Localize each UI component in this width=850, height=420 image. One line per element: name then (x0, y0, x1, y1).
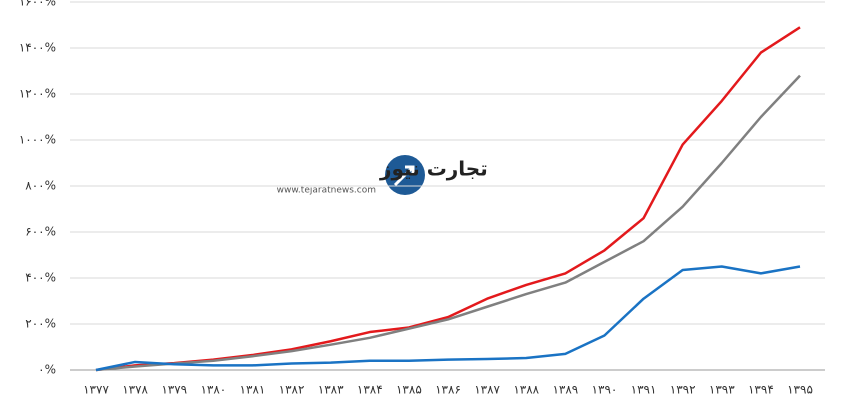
y-tick-label: ۱۴۰۰% (19, 41, 56, 55)
series-line (95, 74, 801, 372)
x-tick-label: ۱۳۹۱ (631, 383, 657, 397)
x-tick-label: ۱۳۹۴ (748, 383, 774, 397)
x-tick-label: ۱۳۸۹ (552, 383, 578, 397)
x-tick-label: ۱۳۷۸ (122, 383, 148, 397)
x-tick-label: ۱۳۹۵ (787, 383, 813, 397)
x-tick-label: ۱۳۸۱ (240, 383, 266, 397)
x-tick-label: ۱۳۹۳ (709, 383, 735, 397)
x-tick-label: ۱۳۹۰ (592, 383, 618, 397)
y-tick-label: ۶۰۰% (25, 225, 56, 239)
x-tick-label: ۱۳۸۳ (318, 383, 344, 397)
y-tick-label: ۸۰۰% (25, 179, 56, 193)
x-tick-label: ۱۳۸۰ (200, 383, 226, 397)
x-tick-label: ۱۳۷۷ (83, 383, 109, 397)
logo-title: تجارت نیوز (379, 157, 488, 181)
x-tick-label: ۱۳۸۸ (513, 383, 539, 397)
plot: ۰% ۲۰۰% ۴۰۰% ۶۰۰% ۸۰۰% ۱۰۰۰% ۱۲۰۰% ۱۴۰۰% ۱۶۰۰% ۱۳… (19, 0, 825, 397)
logo-url: www.tejaratnews.com (277, 186, 376, 196)
logo-arrow (393, 165, 415, 187)
x-tick-label: ۱۳۹۲ (670, 383, 696, 397)
y-tick-label: ۰% (38, 363, 56, 377)
y-tick-label: ۱۲۰۰% (19, 87, 56, 101)
y-tick-label: ۴۰۰% (25, 271, 56, 285)
x-tick-label: ۱۳۸۲ (279, 383, 305, 397)
y-tick-label: ۲۰۰% (25, 317, 56, 331)
y-tick-label: ۱۶۰۰% (19, 0, 56, 9)
series-line (95, 265, 801, 372)
y-tick-label: ۱۰۰۰% (19, 133, 56, 147)
logo: تجارت نیوز www.tejaratnews.com (277, 155, 488, 196)
x-tick-label: ۱۳۸۷ (474, 383, 500, 397)
x-tick-label: ۱۳۷۹ (161, 383, 187, 397)
x-tick-label: ۱۳۸۶ (435, 383, 461, 397)
x-tick-label: ۱۳۸۴ (357, 383, 383, 397)
x-tick-label: ۱۳۸۵ (396, 383, 422, 397)
